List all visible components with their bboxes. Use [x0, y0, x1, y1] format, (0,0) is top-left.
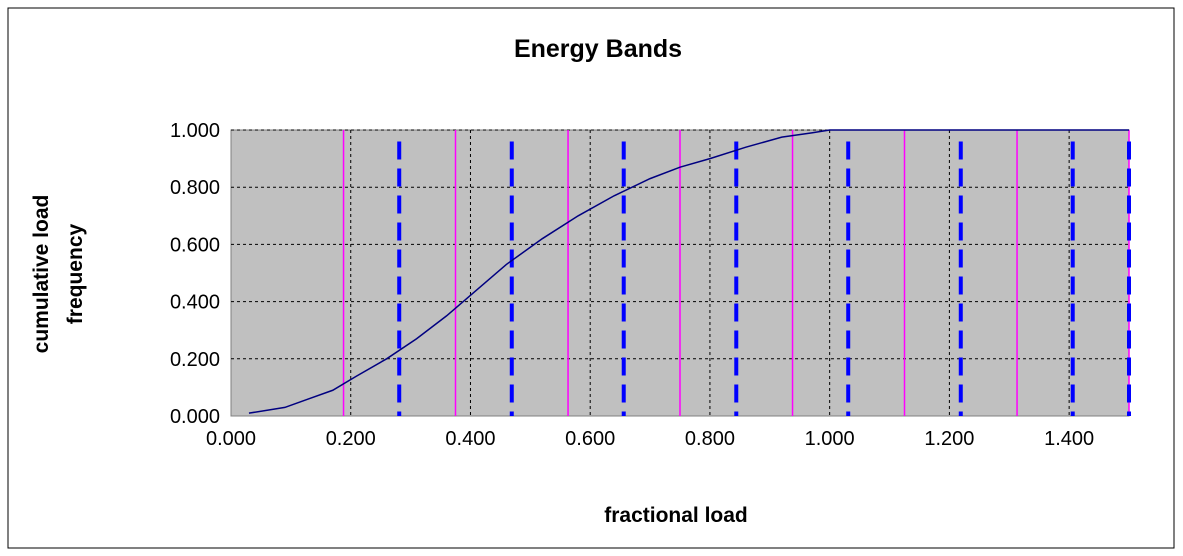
y-axis-label-line1: cumulative load [30, 195, 53, 354]
cumulative-load-line [248, 129, 1129, 414]
x-tick-label: 1.000 [805, 428, 855, 450]
x-tick-labels: 0.000 0.200 0.400 0.600 0.800 1.000 1.200 1.400 [206, 428, 1094, 450]
x-tick-label: 0.400 [445, 428, 495, 450]
x-tick-label: 0.000 [206, 428, 256, 450]
x-tick-label: 0.800 [685, 428, 735, 450]
y-tick-label: 1.000 [170, 120, 220, 142]
x-tick-label: 0.600 [565, 428, 615, 450]
y-tick-label: 0.200 [170, 349, 220, 371]
y-tick-label: 0.400 [170, 292, 220, 314]
series-group [248, 129, 1129, 414]
x-tick-label: 1.200 [924, 428, 974, 450]
chart-title: Energy Bands [514, 35, 682, 63]
x-tick-label: 1.400 [1044, 428, 1094, 450]
y-axis-label: cumulative load frequency [30, 195, 87, 354]
y-tick-label: 0.000 [170, 406, 220, 428]
y-axis-label-line2: frequency [64, 224, 87, 325]
y-tick-label: 0.800 [170, 177, 220, 199]
y-tick-label: 0.600 [170, 234, 220, 256]
x-tick-label: 0.200 [326, 428, 376, 450]
y-tick-labels: 0.000 0.200 0.400 0.600 0.800 1.000 [170, 120, 220, 428]
band-lines [342, 130, 1131, 416]
x-axis-label: fractional load [604, 504, 748, 527]
